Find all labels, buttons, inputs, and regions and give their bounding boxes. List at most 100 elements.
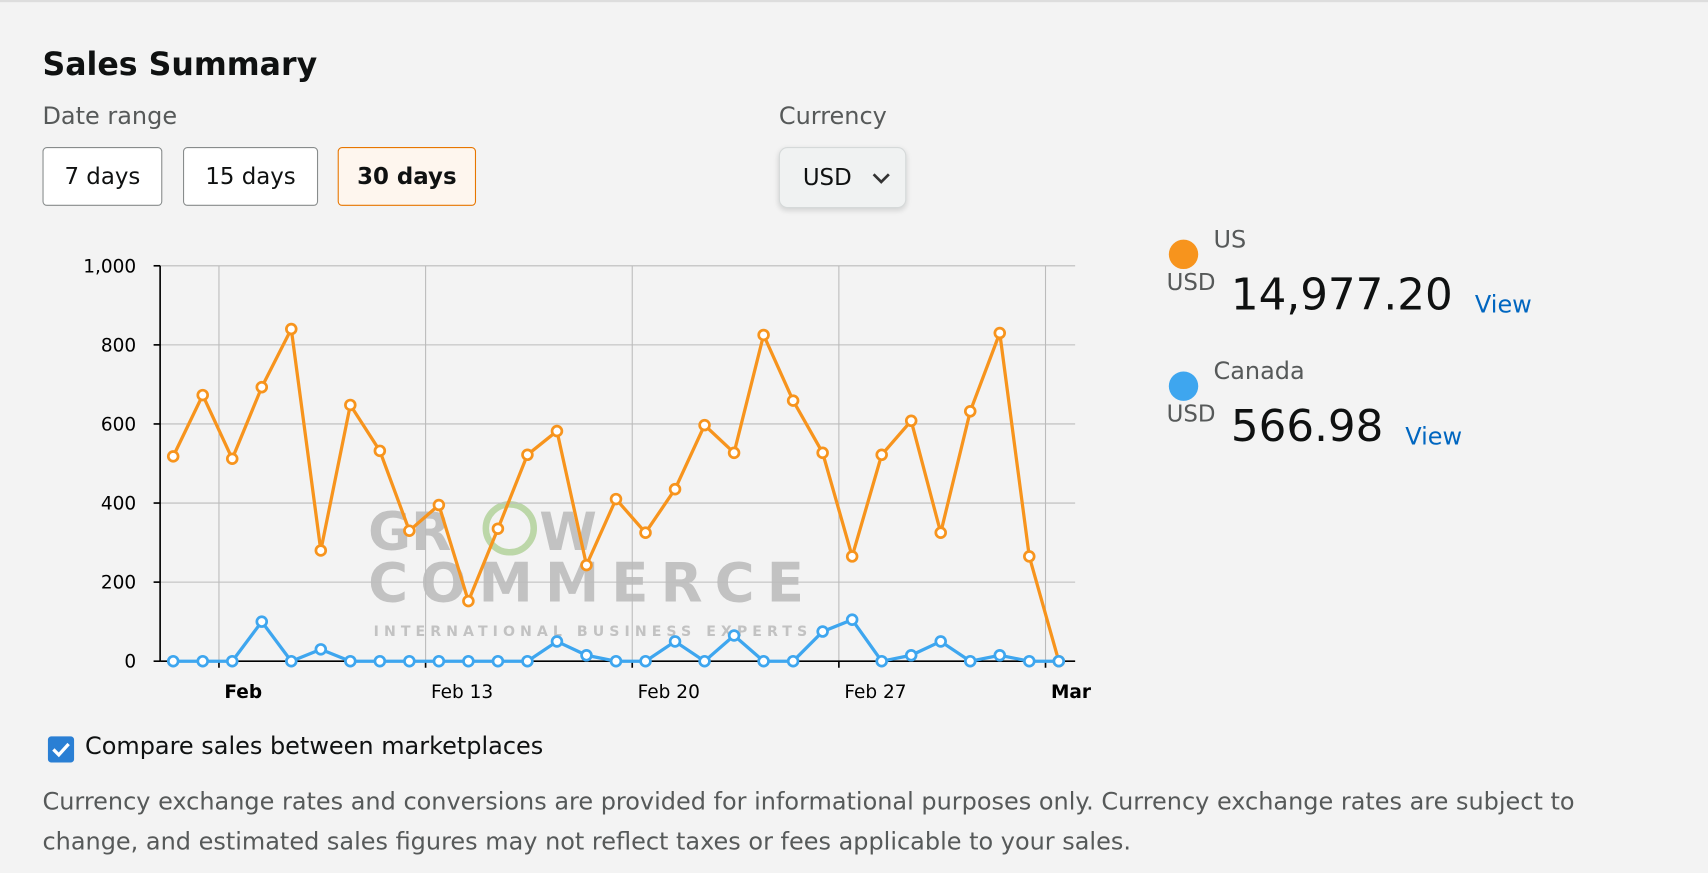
data-point	[1023, 550, 1036, 563]
data-point	[432, 654, 446, 668]
x-tick-label: Feb 20	[638, 682, 700, 703]
data-point	[609, 654, 623, 668]
data-point	[196, 654, 209, 668]
data-point	[166, 654, 180, 668]
sales-amount: 566.98	[1230, 401, 1384, 453]
title: Sales Summary	[42, 45, 318, 83]
date-range-label: Date range	[42, 103, 178, 131]
watermark-globe	[482, 501, 538, 556]
data-point	[225, 654, 239, 668]
data-point	[550, 635, 564, 648]
checkmark	[52, 742, 70, 758]
data-point	[285, 322, 298, 336]
data-point	[255, 380, 269, 394]
data-point	[727, 629, 741, 642]
data-point	[491, 654, 505, 668]
data-point	[432, 498, 446, 512]
x-tick-label: Feb	[224, 682, 262, 703]
y-tick-label: 1,000	[83, 256, 136, 277]
currency-value: USD	[802, 164, 852, 191]
currency-code: USD	[1166, 269, 1216, 296]
data-point	[934, 526, 947, 539]
x-tick-label: Feb 27	[844, 682, 906, 703]
dropdown-arrow	[872, 173, 890, 184]
data-point	[491, 522, 505, 536]
data-point	[668, 635, 682, 648]
data-point	[225, 452, 239, 466]
data-point	[373, 654, 387, 668]
currency-select[interactable]: USD	[778, 147, 907, 209]
data-point	[727, 446, 741, 460]
data-point	[639, 654, 652, 668]
date-range-button[interactable]: 15 days	[183, 147, 319, 206]
legend-dot	[1168, 371, 1199, 401]
currency-label: Currency	[778, 103, 887, 131]
y-tick-label: 800	[101, 335, 136, 356]
data-point	[1052, 654, 1066, 668]
compare-checkbox[interactable]	[47, 736, 75, 763]
data-point	[462, 654, 475, 668]
data-point	[580, 558, 593, 572]
y-tick-label: 400	[101, 494, 136, 515]
y-tick-label: 200	[101, 573, 136, 594]
data-point	[786, 394, 800, 407]
data-point	[963, 654, 977, 668]
data-point	[757, 328, 770, 342]
chart: GRWCOMMERCEINTERNATIONAL BUSINESS EXPERT…	[83, 256, 1092, 703]
compare-label[interactable]: Compare sales between marketplaces	[84, 733, 544, 761]
data-point	[668, 482, 682, 496]
watermark-text: W	[539, 502, 597, 563]
data-point	[934, 635, 947, 648]
data-point	[403, 654, 416, 668]
sales-amount: 14,977.20	[1230, 270, 1453, 321]
data-point	[816, 446, 829, 460]
data-point	[344, 398, 357, 412]
data-point	[255, 615, 269, 628]
data-point	[993, 649, 1007, 662]
data-point	[875, 654, 888, 668]
data-point	[462, 594, 475, 608]
legend-name: US	[1213, 226, 1247, 254]
data-point	[698, 654, 711, 668]
data-point	[580, 649, 593, 662]
data-point	[845, 550, 859, 563]
data-point	[963, 405, 977, 418]
data-point	[845, 613, 859, 626]
view-link[interactable]: View	[1405, 423, 1463, 451]
view-link[interactable]: View	[1474, 291, 1532, 320]
x-tick-label: Feb 13	[431, 682, 493, 703]
disclaimer: Currency exchange rates and conversions …	[42, 788, 1575, 857]
data-point	[521, 654, 534, 668]
data-point	[757, 654, 770, 668]
date-range-button[interactable]: 7 days	[42, 147, 163, 206]
data-point	[196, 388, 209, 402]
data-point	[314, 643, 328, 656]
data-point	[904, 414, 918, 428]
data-point	[403, 524, 416, 537]
data-point	[993, 326, 1007, 340]
data-point	[609, 492, 623, 506]
data-point	[816, 625, 829, 638]
date-range-button[interactable]: 30 days	[337, 147, 477, 206]
x-tick-label: Mar	[1051, 682, 1092, 703]
data-point	[521, 448, 534, 462]
data-point	[1023, 654, 1036, 668]
y-tick-label: 0	[124, 652, 136, 673]
legend-dot	[1168, 239, 1199, 270]
data-point	[344, 654, 357, 668]
data-point	[639, 526, 652, 539]
legend-name: Canada	[1213, 358, 1305, 386]
data-point	[314, 544, 328, 557]
currency-code: USD	[1166, 400, 1216, 428]
data-point	[285, 654, 298, 668]
watermark-text: INTERNATIONAL BUSINESS EXPERTS	[374, 624, 808, 640]
data-point	[875, 448, 888, 462]
data-point	[373, 444, 387, 458]
data-point	[698, 418, 711, 432]
data-point	[166, 450, 180, 463]
y-tick-label: 600	[101, 414, 136, 435]
data-point	[786, 654, 800, 668]
data-point	[550, 424, 564, 438]
